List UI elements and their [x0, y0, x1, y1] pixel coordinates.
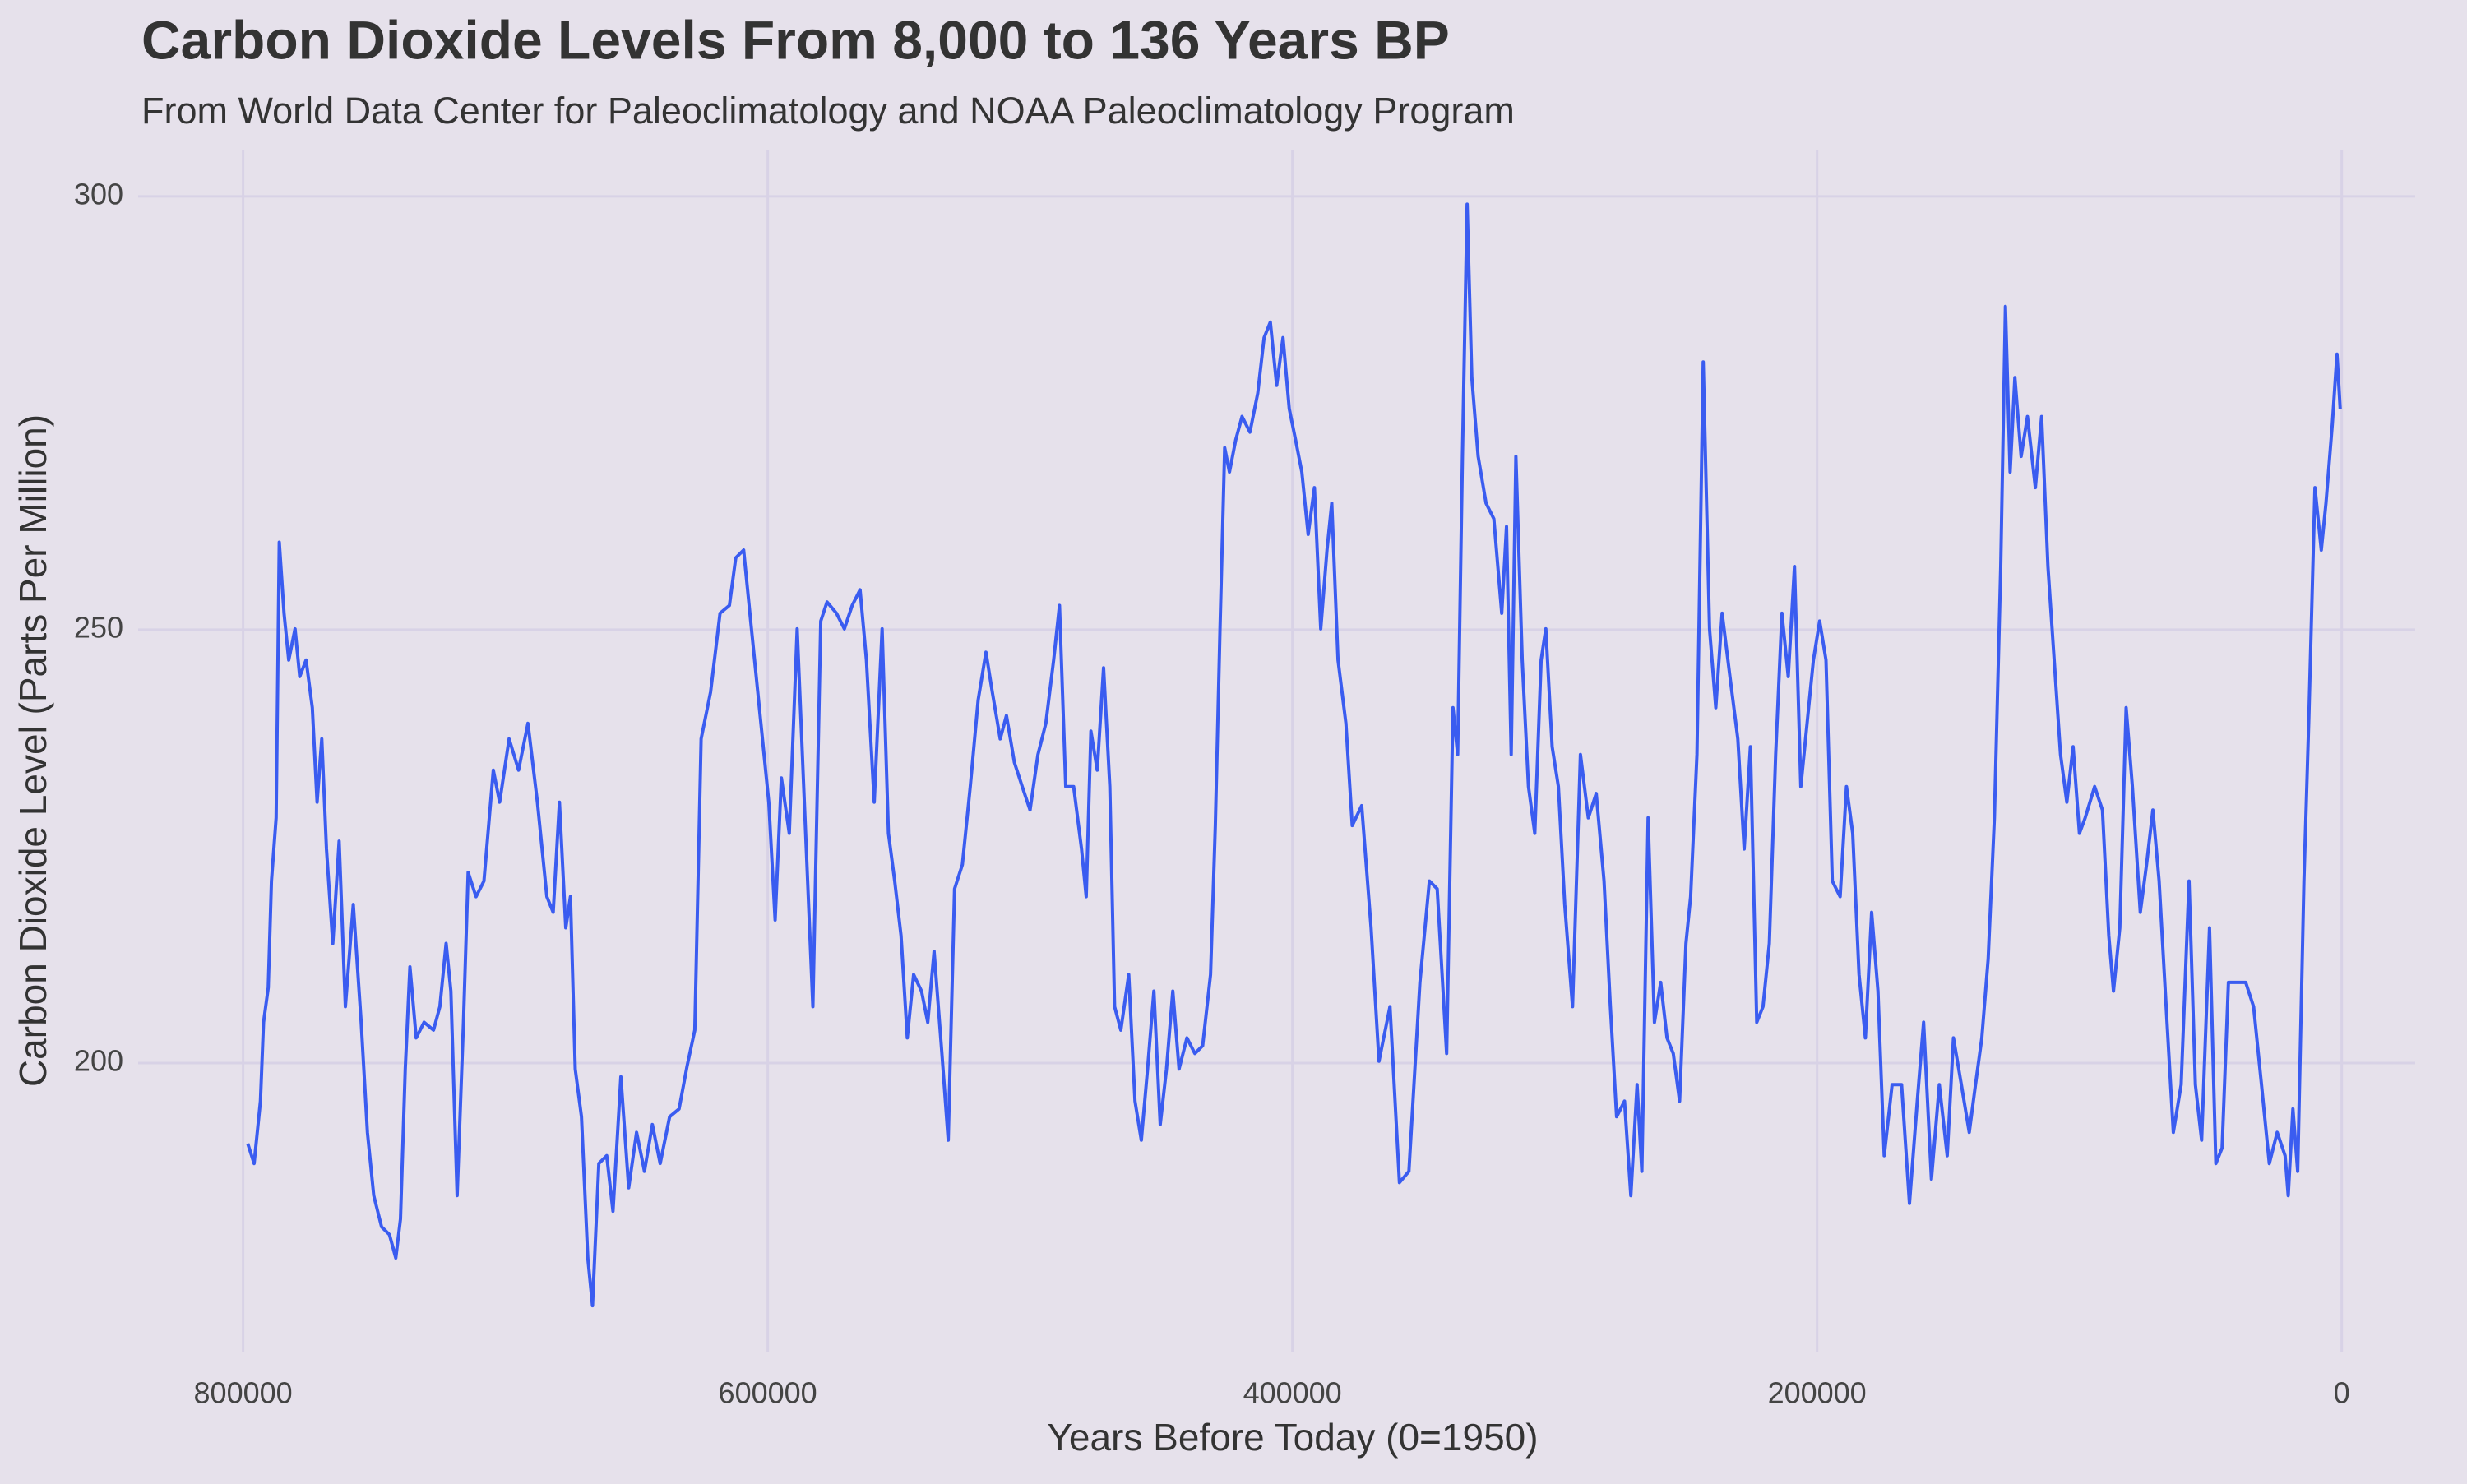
x-tick-label: 800000 [194, 1376, 293, 1410]
x-tick-label: 0 [2334, 1376, 2350, 1410]
y-tick-label: 200 [74, 1043, 123, 1077]
x-tick-label: 200000 [1768, 1376, 1867, 1410]
grid [138, 150, 2415, 1352]
data-line [246, 202, 2342, 1308]
chart-title: Carbon Dioxide Levels From 8,000 to 136 … [141, 9, 1450, 70]
y-tick-label: 250 [74, 610, 123, 644]
x-tick-label: 400000 [1243, 1376, 1342, 1410]
plot-area [246, 202, 2342, 1308]
y-axis-title: Carbon Dioxide Level (Parts Per Million) [12, 414, 54, 1087]
x-axis-title: Years Before Today (0=1950) [1047, 1416, 1538, 1459]
y-tick-label: 300 [74, 177, 123, 210]
x-tick-label: 600000 [719, 1376, 817, 1410]
chart-subtitle: From World Data Center for Paleoclimatol… [141, 90, 1515, 132]
